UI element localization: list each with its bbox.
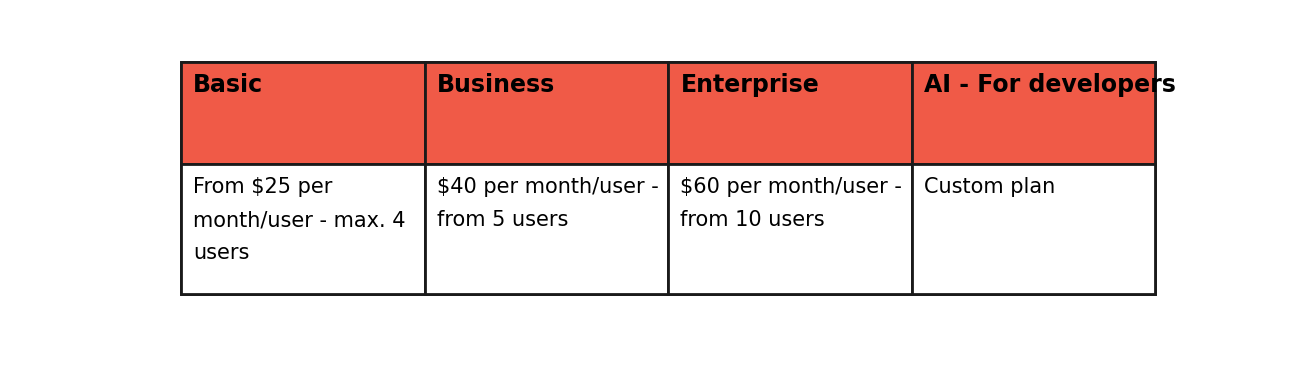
Text: Business: Business [437, 73, 556, 97]
Text: Enterprise: Enterprise [681, 73, 819, 97]
Bar [425, 164, 669, 294]
Text: From $25 per
month/user - max. 4
users: From $25 per month/user - max. 4 users [193, 177, 406, 263]
Bar [911, 62, 1155, 164]
Bar [181, 62, 425, 164]
Text: Basic: Basic [193, 73, 263, 97]
Text: $60 per month/user -
from 10 users: $60 per month/user - from 10 users [681, 177, 902, 230]
Bar [425, 62, 669, 164]
Text: Custom plan: Custom plan [925, 177, 1055, 197]
Bar [669, 164, 911, 294]
Bar [911, 164, 1155, 294]
Text: $40 per month/user -
from 5 users: $40 per month/user - from 5 users [437, 177, 659, 230]
Bar [669, 62, 911, 164]
Bar [181, 62, 1155, 294]
Text: AI - For developers: AI - For developers [925, 73, 1176, 97]
Bar [181, 164, 425, 294]
